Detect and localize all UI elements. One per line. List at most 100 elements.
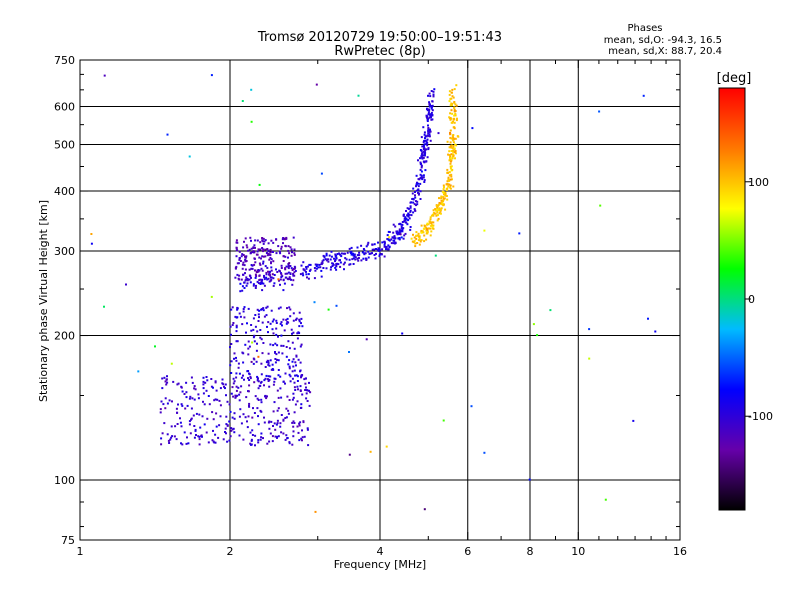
data-point <box>246 420 248 423</box>
data-point <box>228 403 231 406</box>
data-point <box>426 156 429 159</box>
data-point <box>428 131 431 134</box>
data-point <box>430 118 433 121</box>
data-point <box>297 331 300 334</box>
data-point <box>313 267 316 269</box>
data-point <box>248 379 251 381</box>
data-point <box>277 351 280 354</box>
data-point <box>210 378 213 380</box>
data-point <box>291 370 294 373</box>
data-point <box>424 169 427 172</box>
data-point <box>432 95 435 98</box>
data-point <box>238 274 241 277</box>
data-point <box>282 242 284 245</box>
data-point <box>202 400 204 403</box>
data-point <box>275 353 278 356</box>
data-point <box>199 426 202 429</box>
data-point <box>237 366 240 369</box>
data-point <box>286 437 289 439</box>
data-point <box>451 157 454 160</box>
data-point <box>232 377 235 380</box>
data-point <box>299 385 302 388</box>
data-point <box>300 403 303 406</box>
data-point <box>528 478 531 481</box>
data-point <box>246 246 249 249</box>
data-point <box>367 241 370 244</box>
data-point <box>256 407 259 410</box>
data-point <box>204 381 207 384</box>
data-point <box>247 347 250 350</box>
data-point <box>257 320 260 322</box>
data-point <box>189 395 192 398</box>
data-point <box>267 321 270 324</box>
data-point <box>427 124 429 127</box>
data-point <box>285 416 288 419</box>
data-point <box>414 245 417 248</box>
data-point <box>301 393 304 396</box>
data-point <box>254 276 257 279</box>
data-point <box>423 179 426 182</box>
data-point <box>252 317 255 320</box>
data-point <box>281 324 283 327</box>
y-tick-label: 400 <box>54 185 75 198</box>
data-point <box>180 442 182 445</box>
data-point <box>268 440 271 443</box>
data-point <box>263 384 265 387</box>
data-point <box>283 282 286 285</box>
data-point <box>293 369 296 372</box>
data-point <box>241 289 244 292</box>
data-point <box>279 306 282 309</box>
data-point <box>275 238 278 241</box>
data-point <box>334 258 337 261</box>
data-point <box>285 355 288 358</box>
data-point <box>532 323 535 326</box>
data-point <box>354 258 357 261</box>
data-point <box>198 413 201 416</box>
data-point <box>363 252 366 255</box>
data-point <box>444 194 447 197</box>
data-point <box>186 436 188 439</box>
data-point <box>348 263 351 266</box>
data-point <box>211 411 214 414</box>
data-point <box>420 162 422 165</box>
data-point <box>270 258 273 261</box>
data-point <box>325 254 328 257</box>
data-point <box>201 435 203 438</box>
data-point <box>185 396 188 399</box>
data-point <box>327 260 330 263</box>
data-point <box>161 387 164 390</box>
data-point <box>306 428 309 431</box>
data-point <box>412 241 415 244</box>
data-point <box>275 423 278 426</box>
data-point <box>253 244 256 247</box>
data-point <box>449 131 451 134</box>
data-point <box>393 235 396 238</box>
data-point <box>425 135 428 138</box>
data-point <box>296 400 299 403</box>
data-point <box>240 278 243 281</box>
data-point <box>354 256 357 259</box>
data-point <box>294 389 297 391</box>
data-point <box>265 273 268 276</box>
data-point <box>289 308 292 311</box>
data-point <box>280 272 282 275</box>
data-point <box>448 171 451 174</box>
data-point <box>179 417 181 420</box>
data-point <box>279 425 282 428</box>
data-point <box>445 189 448 191</box>
data-point <box>285 407 288 410</box>
data-point <box>386 234 389 237</box>
data-point <box>367 256 370 259</box>
data-point <box>242 413 245 416</box>
y-tick-label: 100 <box>54 474 75 487</box>
data-point <box>257 441 260 444</box>
data-point <box>254 239 257 242</box>
data-point <box>442 191 445 194</box>
data-point <box>275 327 278 330</box>
data-point <box>267 380 270 382</box>
data-point <box>436 211 439 213</box>
data-point <box>279 270 281 273</box>
data-point <box>212 418 215 421</box>
data-point <box>252 328 255 331</box>
data-point <box>247 415 250 418</box>
